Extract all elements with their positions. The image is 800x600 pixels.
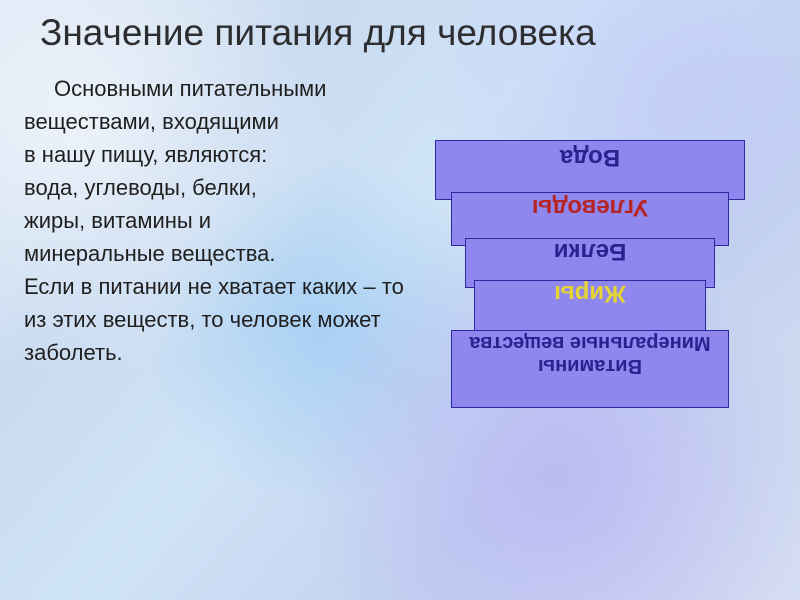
pyramid-layer-label: Вода [436,143,744,171]
nutrition-pyramid: Вода Углеводы Белки Жиры ВитаминыМинеральные… [410,140,770,520]
body-line: минеральные вещества. [24,237,404,270]
slide-root: Значение питания для человека Основными … [0,0,800,600]
pyramid-layer: ВитаминыМинеральные вещества [451,330,729,408]
body-text: Основными питательными веществами, входя… [24,72,404,369]
pyramid-layer-label: Белки [466,237,714,265]
body-line: в нашу пищу, являются: [24,138,404,171]
pyramid-layer-label: Жиры [475,279,705,307]
body-line: Основными питательными [24,72,404,105]
body-line: веществами, входящими [24,105,404,138]
body-line: вода, углеводы, белки, [24,171,404,204]
pyramid-layer-label: Минеральные вещества [452,331,728,354]
pyramid-layer-label: Витамины [452,354,728,377]
slide-title: Значение питания для человека [40,12,596,54]
body-line: жиры, витамины и [24,204,404,237]
body-line: Если в питании не хватает каких – то из … [24,270,404,369]
pyramid-layer: Вода [435,140,745,200]
pyramid-layer-label: Углеводы [452,193,728,221]
